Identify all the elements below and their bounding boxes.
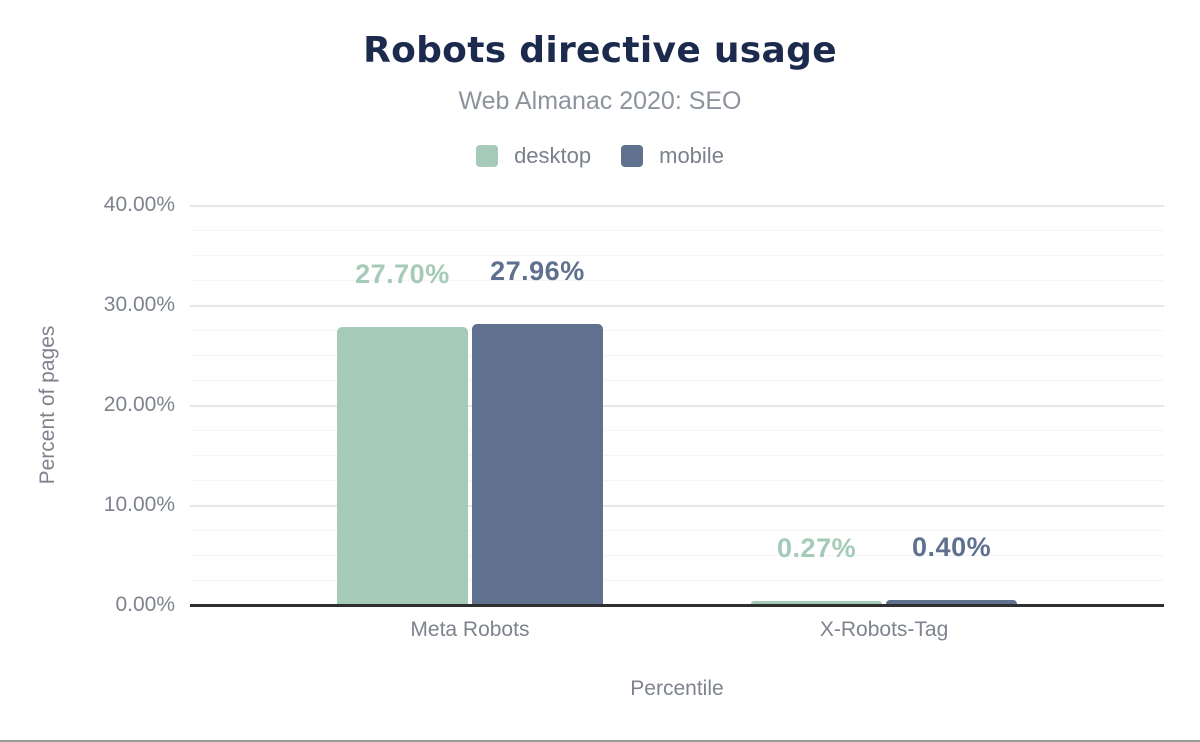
legend-item-mobile: mobile — [621, 143, 724, 169]
legend-item-desktop: desktop — [476, 143, 591, 169]
legend-swatch-mobile — [621, 145, 644, 167]
y-tick-label: 0.00% — [115, 593, 175, 616]
x-tick-label-meta-robots: Meta Robots — [410, 618, 530, 641]
x-axis-title: Percentile — [630, 677, 724, 700]
minor-gridline — [190, 480, 1164, 481]
minor-gridline — [190, 530, 1164, 531]
major-gridline — [190, 405, 1164, 407]
bar-value-label-mobile-x-robots-tag: 0.40% — [912, 532, 992, 562]
minor-gridline — [190, 280, 1164, 281]
minor-gridline — [190, 430, 1164, 431]
y-tick-label: 10.00% — [103, 493, 175, 516]
legend-label-mobile: mobile — [659, 143, 724, 168]
legend: desktop mobile — [0, 143, 1200, 169]
bar-desktop-x-robots-tag — [751, 601, 883, 604]
bar-value-label-desktop-x-robots-tag: 0.27% — [777, 533, 857, 563]
bar-mobile-meta-robots — [471, 324, 603, 604]
bar-value-label-mobile-meta-robots: 27.96% — [490, 256, 585, 286]
y-tick-label: 30.00% — [103, 293, 175, 316]
plot-area: Percent of pages Percentile 0.00% 10.00% 2… — [36, 193, 1164, 700]
y-tick-label: 20.00% — [103, 393, 175, 416]
y-tick-label: 40.00% — [103, 193, 175, 216]
major-gridline — [190, 205, 1164, 207]
bar-mobile-x-robots-tag — [886, 600, 1018, 604]
chart-title: Robots directive usage — [363, 30, 837, 71]
y-axis-title: Percent of pages — [36, 325, 59, 485]
legend-swatch-desktop — [476, 145, 499, 167]
minor-gridline — [190, 455, 1164, 456]
minor-gridline — [190, 255, 1164, 256]
minor-gridline — [190, 580, 1164, 581]
major-gridline — [190, 505, 1164, 507]
x-axis-baseline — [190, 604, 1164, 607]
minor-gridline — [190, 555, 1164, 556]
minor-gridline — [190, 355, 1164, 356]
bar-value-label-desktop-meta-robots: 27.70% — [355, 259, 450, 289]
chart-subtitle: Web Almanac 2020: SEO — [458, 87, 742, 115]
x-tick-label-x-robots-tag: X-Robots-Tag — [819, 618, 949, 641]
legend-label-desktop: desktop — [514, 143, 592, 168]
major-gridline — [190, 305, 1164, 307]
minor-gridline — [190, 330, 1164, 331]
minor-gridline — [190, 230, 1164, 231]
bar-desktop-meta-robots — [336, 327, 468, 604]
minor-gridline — [190, 380, 1164, 381]
